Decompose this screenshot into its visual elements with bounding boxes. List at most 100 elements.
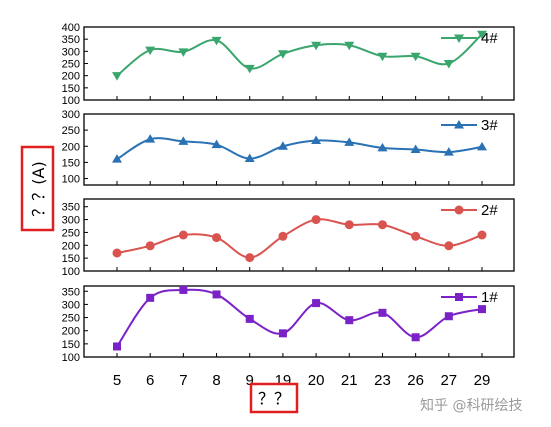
- data-point-4#-29: [477, 30, 487, 40]
- data-point-3#-5: [112, 154, 122, 163]
- legend-3#: 3#: [441, 117, 498, 134]
- x-tick-label: 8: [212, 372, 220, 389]
- series-line-2#: [116, 218, 483, 259]
- watermark: 知乎 @科研绘技: [420, 397, 522, 414]
- y-tick-label: 100: [62, 266, 80, 278]
- data-point-4#-6: [145, 46, 156, 56]
- chart-panels: 1001502002503003504004#1001502002503003#…: [62, 22, 515, 364]
- data-point-2#-19: [278, 231, 288, 241]
- data-point-3#-19: [277, 141, 288, 150]
- data-point-1#-20: [312, 299, 321, 308]
- y-tick-label: 250: [62, 125, 80, 137]
- x-tick-label: 7: [179, 372, 187, 389]
- series-line-4#: [116, 33, 483, 77]
- data-point-2#-6: [145, 241, 155, 251]
- y-tick-label: 300: [62, 299, 80, 311]
- y-tick-label: 350: [62, 202, 80, 214]
- data-point-3#-7: [178, 136, 189, 145]
- y-tick-label: 100: [62, 174, 80, 186]
- y-tick-label: 250: [62, 227, 80, 239]
- data-point-1#-9: [245, 314, 254, 323]
- data-point-4#-26: [410, 52, 421, 62]
- data-point-3#-23: [377, 142, 388, 152]
- data-point-3#-6: [145, 134, 156, 143]
- y-tick-label: 200: [62, 326, 80, 338]
- data-point-4#-9: [244, 64, 255, 74]
- x-tick-label: 5: [113, 372, 121, 389]
- data-point-2#-8: [212, 233, 222, 243]
- y-tick-label: 350: [62, 34, 80, 46]
- data-point-1#-27: [444, 312, 453, 321]
- y-tick-label: 150: [62, 157, 80, 169]
- y-axis-title: ？？(A): [29, 161, 48, 216]
- data-point-2#-29: [477, 230, 487, 240]
- panel-frame: [83, 198, 515, 272]
- data-point-1#-21: [345, 316, 354, 325]
- data-point-1#-5: [113, 342, 121, 351]
- data-point-2#-26: [411, 231, 421, 241]
- series-line-3#: [116, 137, 483, 161]
- legend-label: 3#: [481, 117, 498, 134]
- data-point-1#-29: [478, 305, 486, 314]
- data-point-4#-21: [344, 41, 355, 51]
- panel-2: 100 150 200 250 300 3#: [62, 109, 515, 186]
- x-tick-label: 27: [440, 372, 457, 389]
- legend-4#: 4#: [441, 30, 498, 47]
- data-point-3#-8: [211, 139, 222, 149]
- data-point-2#-23: [377, 220, 387, 230]
- legend-marker: [455, 293, 463, 301]
- y-tick-label: 300: [62, 215, 80, 227]
- panel-frame: [83, 285, 515, 358]
- series-line-1#: [116, 288, 483, 348]
- data-point-3#-21: [344, 137, 355, 146]
- y-tick-label: 350: [62, 286, 80, 298]
- x-tick-label: 20: [308, 372, 325, 389]
- x-tick-label: 9: [246, 372, 254, 389]
- x-tick-label: 6: [146, 372, 154, 389]
- data-point-4#-23: [377, 52, 388, 62]
- panel-frame: [83, 113, 515, 186]
- x-axis-title: ？？: [258, 389, 290, 408]
- data-point-1#-23: [378, 308, 387, 317]
- y-tick-label: 300: [62, 46, 80, 58]
- data-point-1#-7: [179, 285, 188, 294]
- data-point-4#-20: [311, 41, 322, 51]
- data-point-2#-27: [444, 241, 454, 251]
- x-tick-label: 19: [275, 372, 292, 389]
- x-tick-label: 23: [374, 372, 391, 389]
- y-tick-label: 100: [62, 352, 80, 364]
- y-tick-label: 200: [62, 240, 80, 252]
- data-point-1#-19: [278, 329, 287, 338]
- data-point-2#-20: [311, 215, 321, 225]
- y-tick-label: 400: [62, 22, 80, 34]
- ylabel-highlight-box: [20, 145, 55, 232]
- y-tick-label: 200: [62, 141, 80, 153]
- data-point-4#-7: [178, 48, 189, 57]
- x-axis-tick-labels: 5 6 7 8 9 19 20 21 23 26 27 29: [113, 372, 491, 389]
- data-point-2#-9: [245, 253, 255, 263]
- legend-marker: [454, 34, 464, 43]
- xlabel-highlight-box: [249, 382, 299, 414]
- data-point-2#-21: [344, 220, 354, 230]
- data-point-1#-6: [146, 293, 155, 302]
- legend-marker: [454, 205, 464, 215]
- y-tick-label: 150: [62, 339, 80, 351]
- data-point-4#-8: [211, 36, 222, 46]
- data-point-3#-9: [244, 153, 255, 163]
- data-point-4#-27: [443, 60, 454, 69]
- data-point-2#-5: [112, 248, 122, 258]
- data-point-3#-20: [311, 135, 322, 144]
- data-point-2#-7: [178, 230, 188, 240]
- data-point-1#-8: [212, 290, 221, 299]
- x-tick-label: 26: [407, 372, 424, 389]
- y-tick-label: 150: [62, 83, 80, 95]
- x-tick-label: 29: [474, 372, 491, 389]
- y-tick-label: 150: [62, 253, 80, 265]
- y-tick-label: 300: [62, 109, 80, 121]
- legend-1#: 1#: [441, 289, 498, 306]
- y-tick-label: 100: [62, 95, 80, 107]
